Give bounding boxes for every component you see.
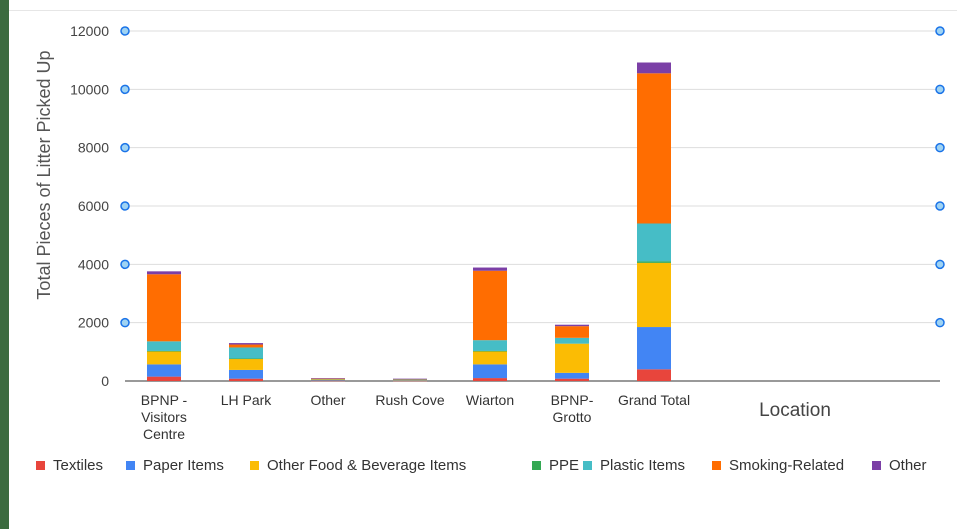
bar-segment[interactable] xyxy=(637,261,671,263)
bar-segment[interactable] xyxy=(147,376,181,381)
bar-segment[interactable] xyxy=(555,326,589,338)
bar-segment[interactable] xyxy=(393,380,427,382)
bar-segment[interactable] xyxy=(229,369,263,379)
bar-segment[interactable] xyxy=(555,337,589,344)
category-label: BPNP -Visitors Centre xyxy=(141,392,188,442)
category-label: Grand Total xyxy=(618,392,690,408)
left-axis-handle[interactable] xyxy=(120,259,130,270)
bar-segment[interactable] xyxy=(473,351,507,365)
bar-segment[interactable] xyxy=(311,379,345,381)
bar-segment[interactable] xyxy=(393,379,427,381)
bar-segment[interactable] xyxy=(637,73,671,224)
category-label: Wiarton xyxy=(466,392,514,408)
bar-segment[interactable] xyxy=(393,378,427,380)
bar-segment[interactable] xyxy=(229,343,263,345)
bar-segment[interactable] xyxy=(473,270,507,341)
bar-segment[interactable] xyxy=(229,378,263,381)
gridlines xyxy=(125,30,940,382)
category-label: BPNP-Grotto xyxy=(551,392,594,425)
bar-segment[interactable] xyxy=(473,350,507,352)
left-axis-handle[interactable] xyxy=(120,201,130,211)
bar-segment[interactable] xyxy=(473,378,507,381)
legend-entry[interactable]: Other xyxy=(889,457,927,474)
category-labels: BPNP -Visitors Centre LH Park Other Rush Cov… xyxy=(141,392,690,442)
legend-entry[interactable]: PPE xyxy=(549,457,579,474)
bar-segment[interactable] xyxy=(393,378,427,380)
bars xyxy=(147,62,671,382)
bar-segment[interactable] xyxy=(555,343,589,373)
bar-segment[interactable] xyxy=(229,358,263,370)
legend-entry[interactable]: Textiles xyxy=(53,457,103,474)
bar-segment[interactable] xyxy=(637,327,671,370)
legend-entry[interactable]: Paper Items xyxy=(143,457,224,474)
left-axis-handle[interactable] xyxy=(120,317,130,328)
bar-segment[interactable] xyxy=(637,369,671,381)
category-label: Rush Cove xyxy=(375,392,444,408)
top-divider xyxy=(9,10,957,11)
bar-segment[interactable] xyxy=(311,380,345,381)
legend-swatch xyxy=(532,461,541,470)
bar-segment[interactable] xyxy=(473,267,507,271)
right-axis-handle[interactable] xyxy=(935,84,945,95)
bar-segment[interactable] xyxy=(637,223,671,262)
bar-segment[interactable] xyxy=(637,62,671,74)
y-tick-label: 0 xyxy=(101,373,109,389)
right-axis-handle[interactable] xyxy=(935,26,945,36)
bar-segment[interactable] xyxy=(147,350,181,352)
y-tick-label: 2000 xyxy=(78,315,109,331)
legend-entry[interactable]: Smoking-Related xyxy=(729,457,844,474)
legend-swatch xyxy=(250,461,259,470)
y-tick-labels: 0 2000 4000 6000 8000 10000 12000 xyxy=(70,23,109,389)
left-axis-handle[interactable] xyxy=(120,26,130,36)
bar-segment[interactable] xyxy=(637,262,671,328)
left-edge-bar xyxy=(0,0,9,529)
right-axis-handle[interactable] xyxy=(935,201,945,211)
bar-segment[interactable] xyxy=(147,341,181,351)
bar-segment[interactable] xyxy=(473,340,507,351)
right-axis-handle[interactable] xyxy=(935,317,945,328)
legend-swatch xyxy=(872,461,881,470)
bar-segment[interactable] xyxy=(147,274,181,342)
bar-segment[interactable] xyxy=(311,378,345,380)
y-tick-label: 6000 xyxy=(78,198,109,214)
bar-segment[interactable] xyxy=(311,378,345,380)
y-tick-label: 12000 xyxy=(70,23,109,39)
bar-segment[interactable] xyxy=(393,379,427,381)
y-axis-label: Total Pieces of Litter Picked Up xyxy=(34,50,54,299)
bar-segment[interactable] xyxy=(147,364,181,377)
legend-entry[interactable]: Other Food & Beverage Items xyxy=(267,457,466,474)
legend: Textiles Paper Items Other Food & Beverage… xyxy=(36,457,927,474)
x-axis-label: Location xyxy=(759,400,831,421)
right-axis-handle[interactable] xyxy=(935,142,945,153)
legend-swatch xyxy=(126,461,135,470)
bar-segment[interactable] xyxy=(393,380,427,381)
bar-segment[interactable] xyxy=(473,364,507,379)
legend-swatch xyxy=(36,461,45,470)
bar-segment[interactable] xyxy=(555,378,589,381)
category-label: Other xyxy=(310,392,345,408)
bar-segment[interactable] xyxy=(229,344,263,348)
y-tick-label: 8000 xyxy=(78,140,109,156)
bar-segment[interactable] xyxy=(229,358,263,360)
bar-segment[interactable] xyxy=(147,271,181,275)
axis-handles xyxy=(120,26,945,328)
bar-segment[interactable] xyxy=(311,378,345,379)
category-label: LH Park xyxy=(221,392,273,408)
bar-segment[interactable] xyxy=(555,324,589,327)
bar-segment[interactable] xyxy=(147,351,181,365)
y-tick-label: 10000 xyxy=(70,81,109,97)
bar-segment[interactable] xyxy=(311,380,345,382)
left-axis-handle[interactable] xyxy=(120,142,130,153)
bar-segment[interactable] xyxy=(229,347,263,359)
y-tick-label: 4000 xyxy=(78,256,109,272)
right-axis-handle[interactable] xyxy=(935,259,945,270)
legend-swatch xyxy=(583,461,592,470)
legend-swatch xyxy=(712,461,721,470)
left-axis-handle[interactable] xyxy=(120,84,130,95)
legend-entry[interactable]: Plastic Items xyxy=(600,457,685,474)
bar-segment[interactable] xyxy=(555,372,589,379)
